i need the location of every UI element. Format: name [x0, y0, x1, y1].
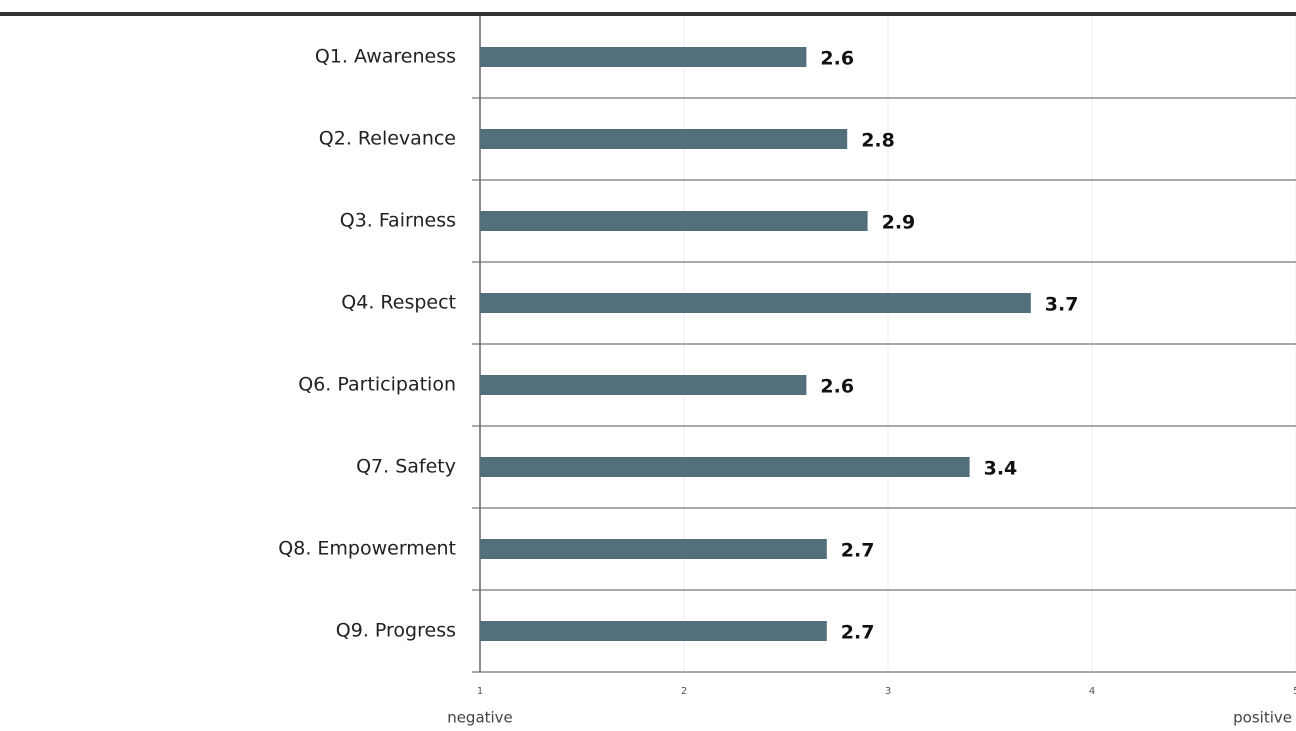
bar [480, 375, 807, 395]
x-tick-label: 2 [681, 686, 687, 697]
bar [480, 621, 827, 641]
value-label: 2.8 [861, 130, 895, 152]
bar [480, 129, 848, 149]
bar [480, 457, 970, 477]
x-high-label: positive [1233, 709, 1292, 727]
y-tick-label: Q6. Participation [298, 374, 456, 396]
x-tick-label: 3 [885, 686, 891, 697]
value-label: 2.7 [841, 540, 875, 562]
value-label: 2.9 [882, 212, 916, 234]
y-tick-label: Q8. Empowerment [278, 538, 456, 560]
y-tick-label: Q2. Relevance [319, 128, 456, 150]
y-tick-label: Q9. Progress [336, 620, 456, 642]
bar [480, 211, 868, 231]
bar [480, 47, 807, 67]
x-low-label: negative [447, 709, 513, 727]
value-label: 3.7 [1045, 294, 1079, 316]
x-tick-label: 5 [1293, 686, 1296, 697]
value-label: 2.7 [841, 622, 875, 644]
bar [480, 293, 1031, 313]
x-tick-label: 1 [477, 686, 483, 697]
bar [480, 539, 827, 559]
x-tick-label: 4 [1089, 686, 1095, 697]
y-tick-label: Q4. Respect [341, 292, 456, 314]
value-label: 2.6 [820, 376, 854, 398]
y-tick-label: Q1. Awareness [315, 46, 456, 68]
value-label: 2.6 [820, 48, 854, 70]
y-tick-label: Q7. Safety [356, 456, 456, 478]
value-label: 3.4 [984, 458, 1018, 480]
y-tick-label: Q3. Fairness [340, 210, 456, 232]
